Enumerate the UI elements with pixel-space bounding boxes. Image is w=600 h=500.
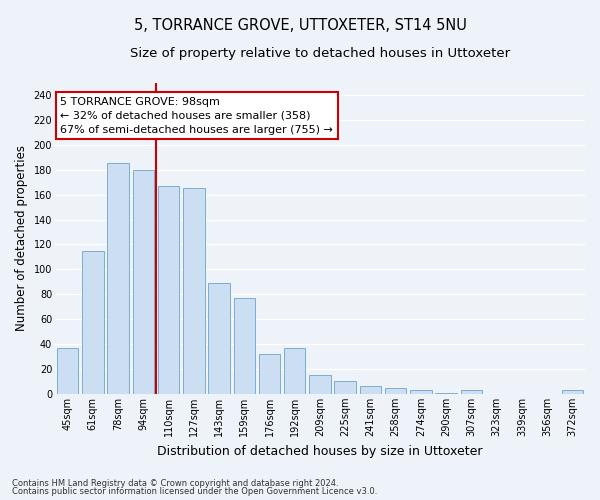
Bar <box>360 386 381 394</box>
Bar <box>309 375 331 394</box>
Bar <box>133 170 154 394</box>
Bar <box>562 390 583 394</box>
Bar <box>107 164 129 394</box>
X-axis label: Distribution of detached houses by size in Uttoxeter: Distribution of detached houses by size … <box>157 444 483 458</box>
Text: Contains public sector information licensed under the Open Government Licence v3: Contains public sector information licen… <box>12 487 377 496</box>
Text: 5 TORRANCE GROVE: 98sqm
← 32% of detached houses are smaller (358)
67% of semi-d: 5 TORRANCE GROVE: 98sqm ← 32% of detache… <box>60 96 333 134</box>
Bar <box>385 388 406 394</box>
Bar <box>208 283 230 394</box>
Bar <box>410 390 431 394</box>
Bar <box>183 188 205 394</box>
Bar <box>158 186 179 394</box>
Bar <box>259 354 280 394</box>
Bar <box>461 390 482 394</box>
Y-axis label: Number of detached properties: Number of detached properties <box>15 145 28 331</box>
Bar <box>334 382 356 394</box>
Bar <box>436 392 457 394</box>
Title: Size of property relative to detached houses in Uttoxeter: Size of property relative to detached ho… <box>130 48 510 60</box>
Bar <box>82 250 104 394</box>
Text: Contains HM Land Registry data © Crown copyright and database right 2024.: Contains HM Land Registry data © Crown c… <box>12 478 338 488</box>
Bar <box>57 348 79 394</box>
Bar <box>284 348 305 394</box>
Text: 5, TORRANCE GROVE, UTTOXETER, ST14 5NU: 5, TORRANCE GROVE, UTTOXETER, ST14 5NU <box>134 18 466 32</box>
Bar <box>233 298 255 394</box>
